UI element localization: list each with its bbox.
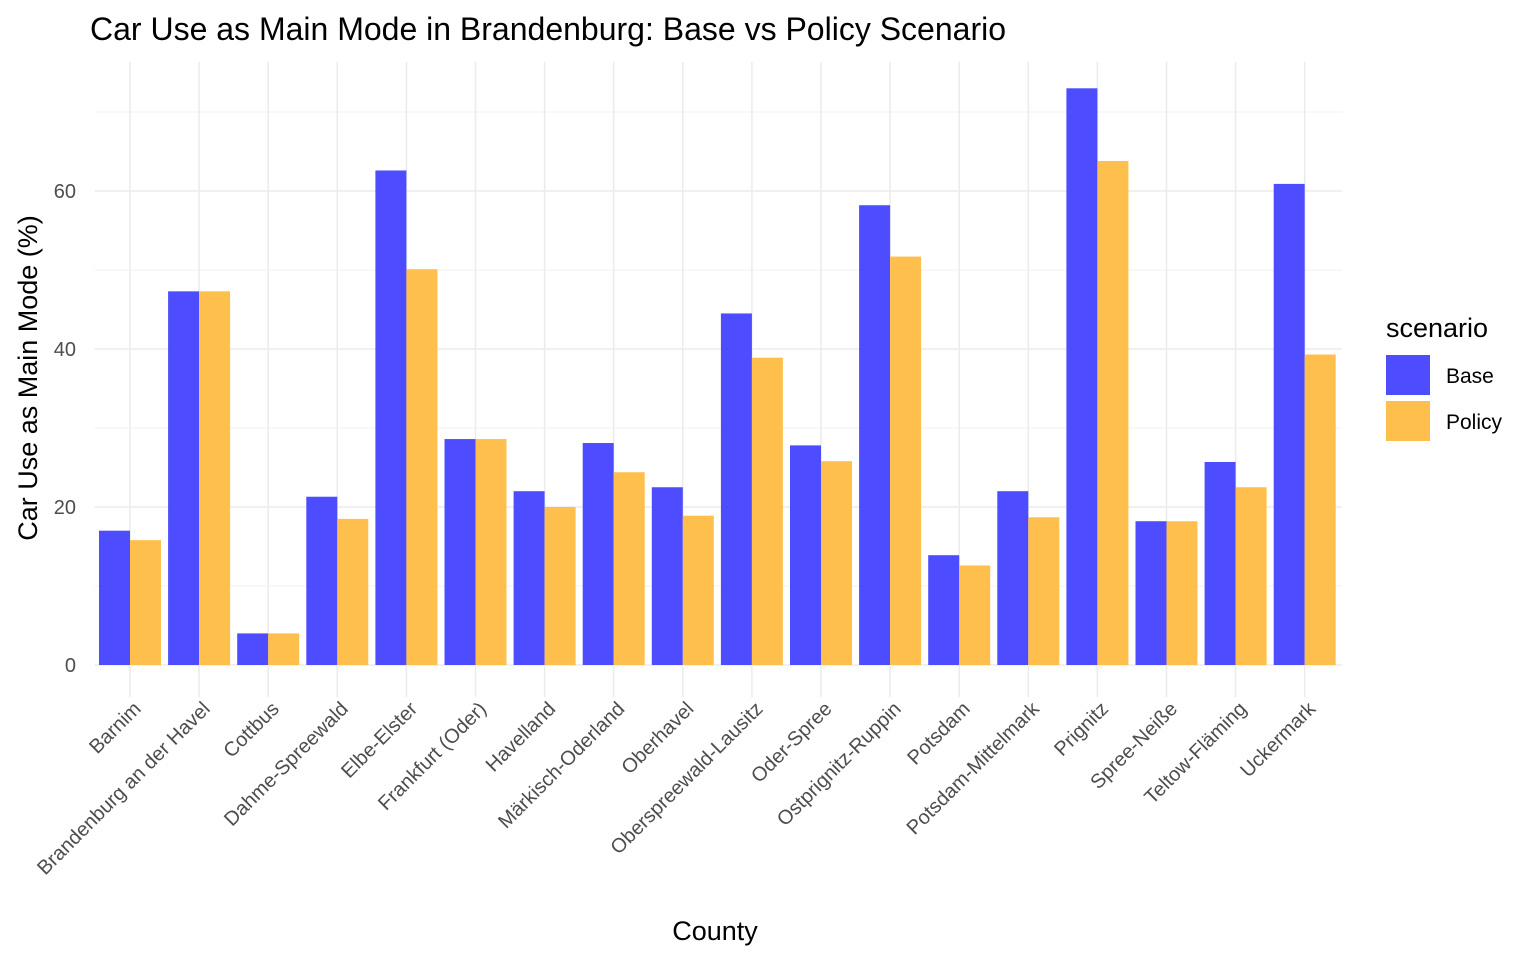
bar-base [790, 445, 821, 665]
bar-policy [1235, 487, 1267, 665]
bar-policy [1097, 160, 1129, 666]
x-axis-title: County [672, 916, 758, 946]
bar-base [237, 633, 269, 665]
x-tick-label: Uckermark [1236, 697, 1321, 782]
bar-policy [959, 565, 991, 665]
legend-label: Policy [1446, 411, 1503, 434]
bar-policy [613, 472, 645, 665]
bar-base [1204, 461, 1236, 665]
bar-base [997, 491, 1029, 665]
bars [99, 88, 1336, 666]
chart-title: Car Use as Main Mode in Brandenburg: Bas… [90, 11, 1006, 47]
bar-base [1135, 521, 1167, 665]
x-tick-label: Prignitz [1050, 698, 1113, 761]
bar-base [651, 487, 683, 665]
bar-policy [475, 439, 507, 665]
bar-policy [199, 291, 231, 665]
x-tick-label: Potsdam-Mittelmark [903, 697, 1045, 839]
bar-base [859, 205, 891, 665]
y-tick-label: 60 [54, 181, 76, 203]
bar-base [375, 170, 407, 665]
bar-policy [268, 633, 300, 665]
bar-policy [337, 518, 369, 665]
x-tick-label: Potsdam [903, 698, 974, 769]
bar-base [582, 443, 614, 665]
bar-policy [682, 515, 714, 665]
y-tick-label: 40 [54, 339, 76, 361]
legend-label: Base [1446, 365, 1494, 388]
bar-policy [406, 269, 438, 665]
bar-base [513, 491, 545, 665]
bar-policy [130, 540, 161, 665]
legend-swatch-base [1386, 355, 1430, 395]
y-axis-title: Car Use as Main Mode (%) [13, 215, 43, 541]
bar-base [1066, 88, 1098, 666]
bar-base [444, 439, 476, 665]
legend-swatch-policy [1386, 401, 1430, 441]
legend: scenario Base Policy [1386, 313, 1503, 441]
bar-policy [1028, 517, 1060, 665]
y-axis: 0 20 40 60 [54, 181, 76, 677]
bar-policy [544, 507, 576, 665]
bar-policy [890, 256, 922, 665]
bar-base [928, 555, 960, 665]
legend-title: scenario [1386, 313, 1488, 343]
bar-base [1273, 183, 1305, 665]
x-tick-label: Cottbus [219, 698, 283, 762]
bar-policy [1304, 354, 1336, 665]
bar-policy [751, 357, 783, 665]
bar-base [168, 291, 200, 665]
bar-policy [821, 461, 852, 665]
x-tick-label: Barnim [85, 698, 145, 758]
x-tick-label: Dahme-Spreewald [220, 698, 353, 831]
bar-base [99, 530, 130, 665]
x-tick-label: Ostprignitz-Ruppin [773, 698, 906, 831]
bar-base [720, 313, 752, 665]
y-tick-label: 20 [54, 497, 76, 519]
y-tick-label: 0 [65, 655, 76, 677]
bar-base [306, 496, 338, 665]
bar-policy [1166, 521, 1198, 665]
x-tick-label: Märkisch-Oderland [494, 698, 629, 833]
